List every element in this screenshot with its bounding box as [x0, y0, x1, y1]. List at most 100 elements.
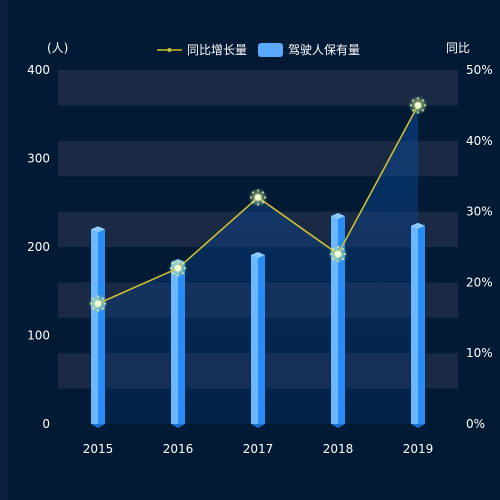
left-tick-label: 100 [27, 329, 50, 343]
bar-face-left [331, 216, 338, 424]
x-tick-label: 2016 [163, 442, 194, 456]
point-sparkle [181, 272, 185, 275]
right-tick-label: 50% [466, 63, 493, 77]
point-sparkle [101, 307, 105, 310]
point-sparkle [169, 267, 173, 270]
legend-item-line[interactable]: 同比增长量 [157, 43, 247, 57]
left-tick-label: 300 [27, 152, 50, 166]
x-tick-label: 2015 [83, 442, 114, 456]
line-point-2016 [168, 258, 188, 279]
point-sparkle [421, 99, 425, 102]
right-axis-unit: 同比 [446, 41, 470, 55]
line-markers [88, 95, 428, 314]
point-sparkle [421, 109, 425, 112]
x-tick-label: 2019 [403, 442, 434, 456]
right-tick-label: 10% [466, 346, 493, 360]
left-axis-ticks: 0 100 200 300 400 [27, 63, 50, 431]
x-tick-label: 2018 [323, 442, 354, 456]
point-sparkle [91, 297, 95, 300]
line-point-2017 [248, 187, 268, 208]
bar-cap-top [331, 213, 345, 220]
point-sparkle [96, 309, 100, 312]
point-sparkle [181, 262, 185, 265]
bar-2017 [251, 251, 265, 428]
grid-band [58, 70, 458, 106]
legend-line-label: 同比增长量 [187, 43, 247, 57]
point-sparkle [96, 295, 100, 298]
bar-cap-bottom [171, 424, 185, 428]
left-axis-unit: (人) [47, 41, 68, 55]
point-sparkle [331, 257, 335, 261]
bar-face-right [178, 262, 185, 424]
x-tick-label: 2017 [243, 442, 274, 456]
left-tick-label: 0 [42, 417, 50, 431]
point-core [254, 194, 262, 201]
bar-face-right [338, 216, 345, 424]
point-core [94, 300, 102, 307]
right-tick-label: 0% [466, 417, 485, 431]
bar-2019 [411, 222, 425, 428]
bar-face-left [251, 254, 258, 424]
right-tick-label: 40% [466, 134, 493, 148]
left-edge-strip [0, 0, 8, 500]
point-sparkle [171, 272, 175, 275]
bar-cap-top [251, 251, 265, 258]
point-sparkle [416, 111, 420, 114]
bar-cap-bottom [411, 424, 425, 428]
point-sparkle [251, 201, 255, 204]
legend-item-bar[interactable]: 驾驶人保有量 [258, 42, 360, 57]
point-sparkle [409, 104, 413, 107]
legend-bar-symbol [258, 43, 283, 57]
point-sparkle [256, 203, 260, 206]
bar-cap-top [91, 226, 105, 233]
point-core [414, 102, 422, 109]
bar-face-right [418, 225, 425, 424]
point-sparkle [103, 302, 107, 305]
right-axis-ticks: 0% 10% 20% 30% 40% 50% [466, 63, 493, 431]
point-sparkle [171, 262, 175, 265]
bar-2015 [91, 226, 105, 428]
left-tick-label: 200 [27, 240, 50, 254]
point-sparkle [176, 274, 180, 277]
left-tick-label: 400 [27, 63, 50, 77]
point-sparkle [411, 109, 415, 112]
point-sparkle [261, 191, 265, 194]
right-tick-label: 20% [466, 275, 493, 289]
bar-cap-bottom [331, 424, 345, 428]
point-sparkle [336, 245, 340, 249]
point-core [174, 265, 182, 272]
bar-series [91, 213, 425, 428]
point-sparkle [91, 307, 95, 310]
bar-face-left [411, 225, 418, 424]
legend: 同比增长量 驾驶人保有量 [157, 42, 360, 57]
bar-2018 [331, 213, 345, 428]
point-sparkle [329, 252, 333, 256]
line-point-2019 [408, 95, 428, 116]
point-core [334, 250, 342, 258]
point-sparkle [176, 260, 180, 263]
point-sparkle [336, 259, 340, 263]
point-sparkle [263, 196, 267, 199]
point-sparkle [183, 267, 187, 270]
point-sparkle [249, 196, 253, 199]
legend-bar-label: 驾驶人保有量 [288, 42, 360, 57]
bar-cap-top [411, 222, 425, 229]
point-sparkle [343, 252, 347, 256]
bar-cap-bottom [251, 424, 265, 428]
point-sparkle [251, 191, 255, 194]
point-sparkle [89, 302, 93, 305]
bar-face-right [98, 229, 105, 424]
legend-line-marker [167, 48, 172, 52]
bar-face-right [258, 254, 265, 424]
x-axis-ticks: 2015 2016 2017 2018 2019 [83, 442, 434, 456]
bar-cap-bottom [91, 424, 105, 428]
right-tick-label: 30% [466, 205, 493, 219]
point-sparkle [261, 201, 265, 204]
point-sparkle [416, 97, 420, 100]
line-point-2015 [88, 293, 108, 314]
point-sparkle [411, 99, 415, 102]
bar-face-left [171, 262, 178, 424]
bar-2016 [171, 259, 185, 428]
point-sparkle [341, 257, 345, 261]
